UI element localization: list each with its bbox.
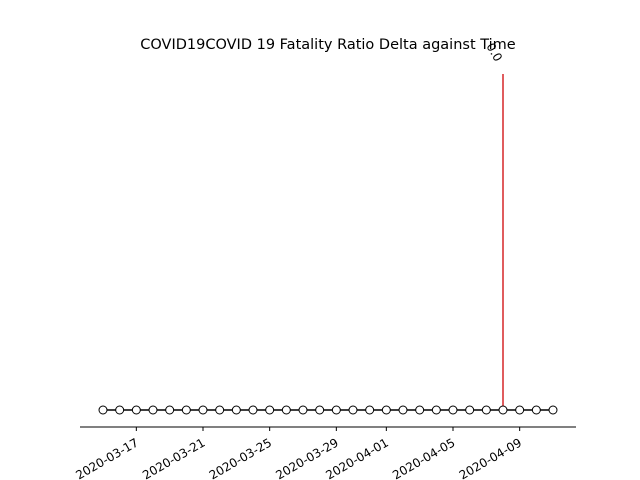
data-point	[281, 405, 291, 415]
data-point	[98, 405, 108, 415]
data-point	[165, 405, 175, 415]
data-point	[415, 405, 425, 415]
data-point	[115, 405, 125, 415]
data-point	[481, 405, 491, 415]
data-point	[498, 405, 508, 415]
data-point	[215, 405, 225, 415]
data-point	[531, 405, 541, 415]
data-point	[398, 405, 408, 415]
data-point	[515, 405, 525, 415]
data-point	[465, 405, 475, 415]
data-point	[331, 405, 341, 415]
data-point	[265, 405, 275, 415]
data-point	[548, 405, 558, 415]
data-point	[315, 405, 325, 415]
data-point	[248, 405, 258, 415]
data-point	[181, 405, 191, 415]
chart-title: COVID19COVID 19 Fatality Ratio Delta aga…	[140, 37, 516, 53]
data-point	[148, 405, 158, 415]
data-point	[431, 405, 441, 415]
series-layer	[98, 405, 558, 415]
data-point	[231, 405, 241, 415]
data-point	[298, 405, 308, 415]
data-point	[448, 405, 458, 415]
data-point	[131, 405, 141, 415]
data-point	[381, 405, 391, 415]
data-point	[348, 405, 358, 415]
data-point	[365, 405, 375, 415]
data-point	[198, 405, 208, 415]
